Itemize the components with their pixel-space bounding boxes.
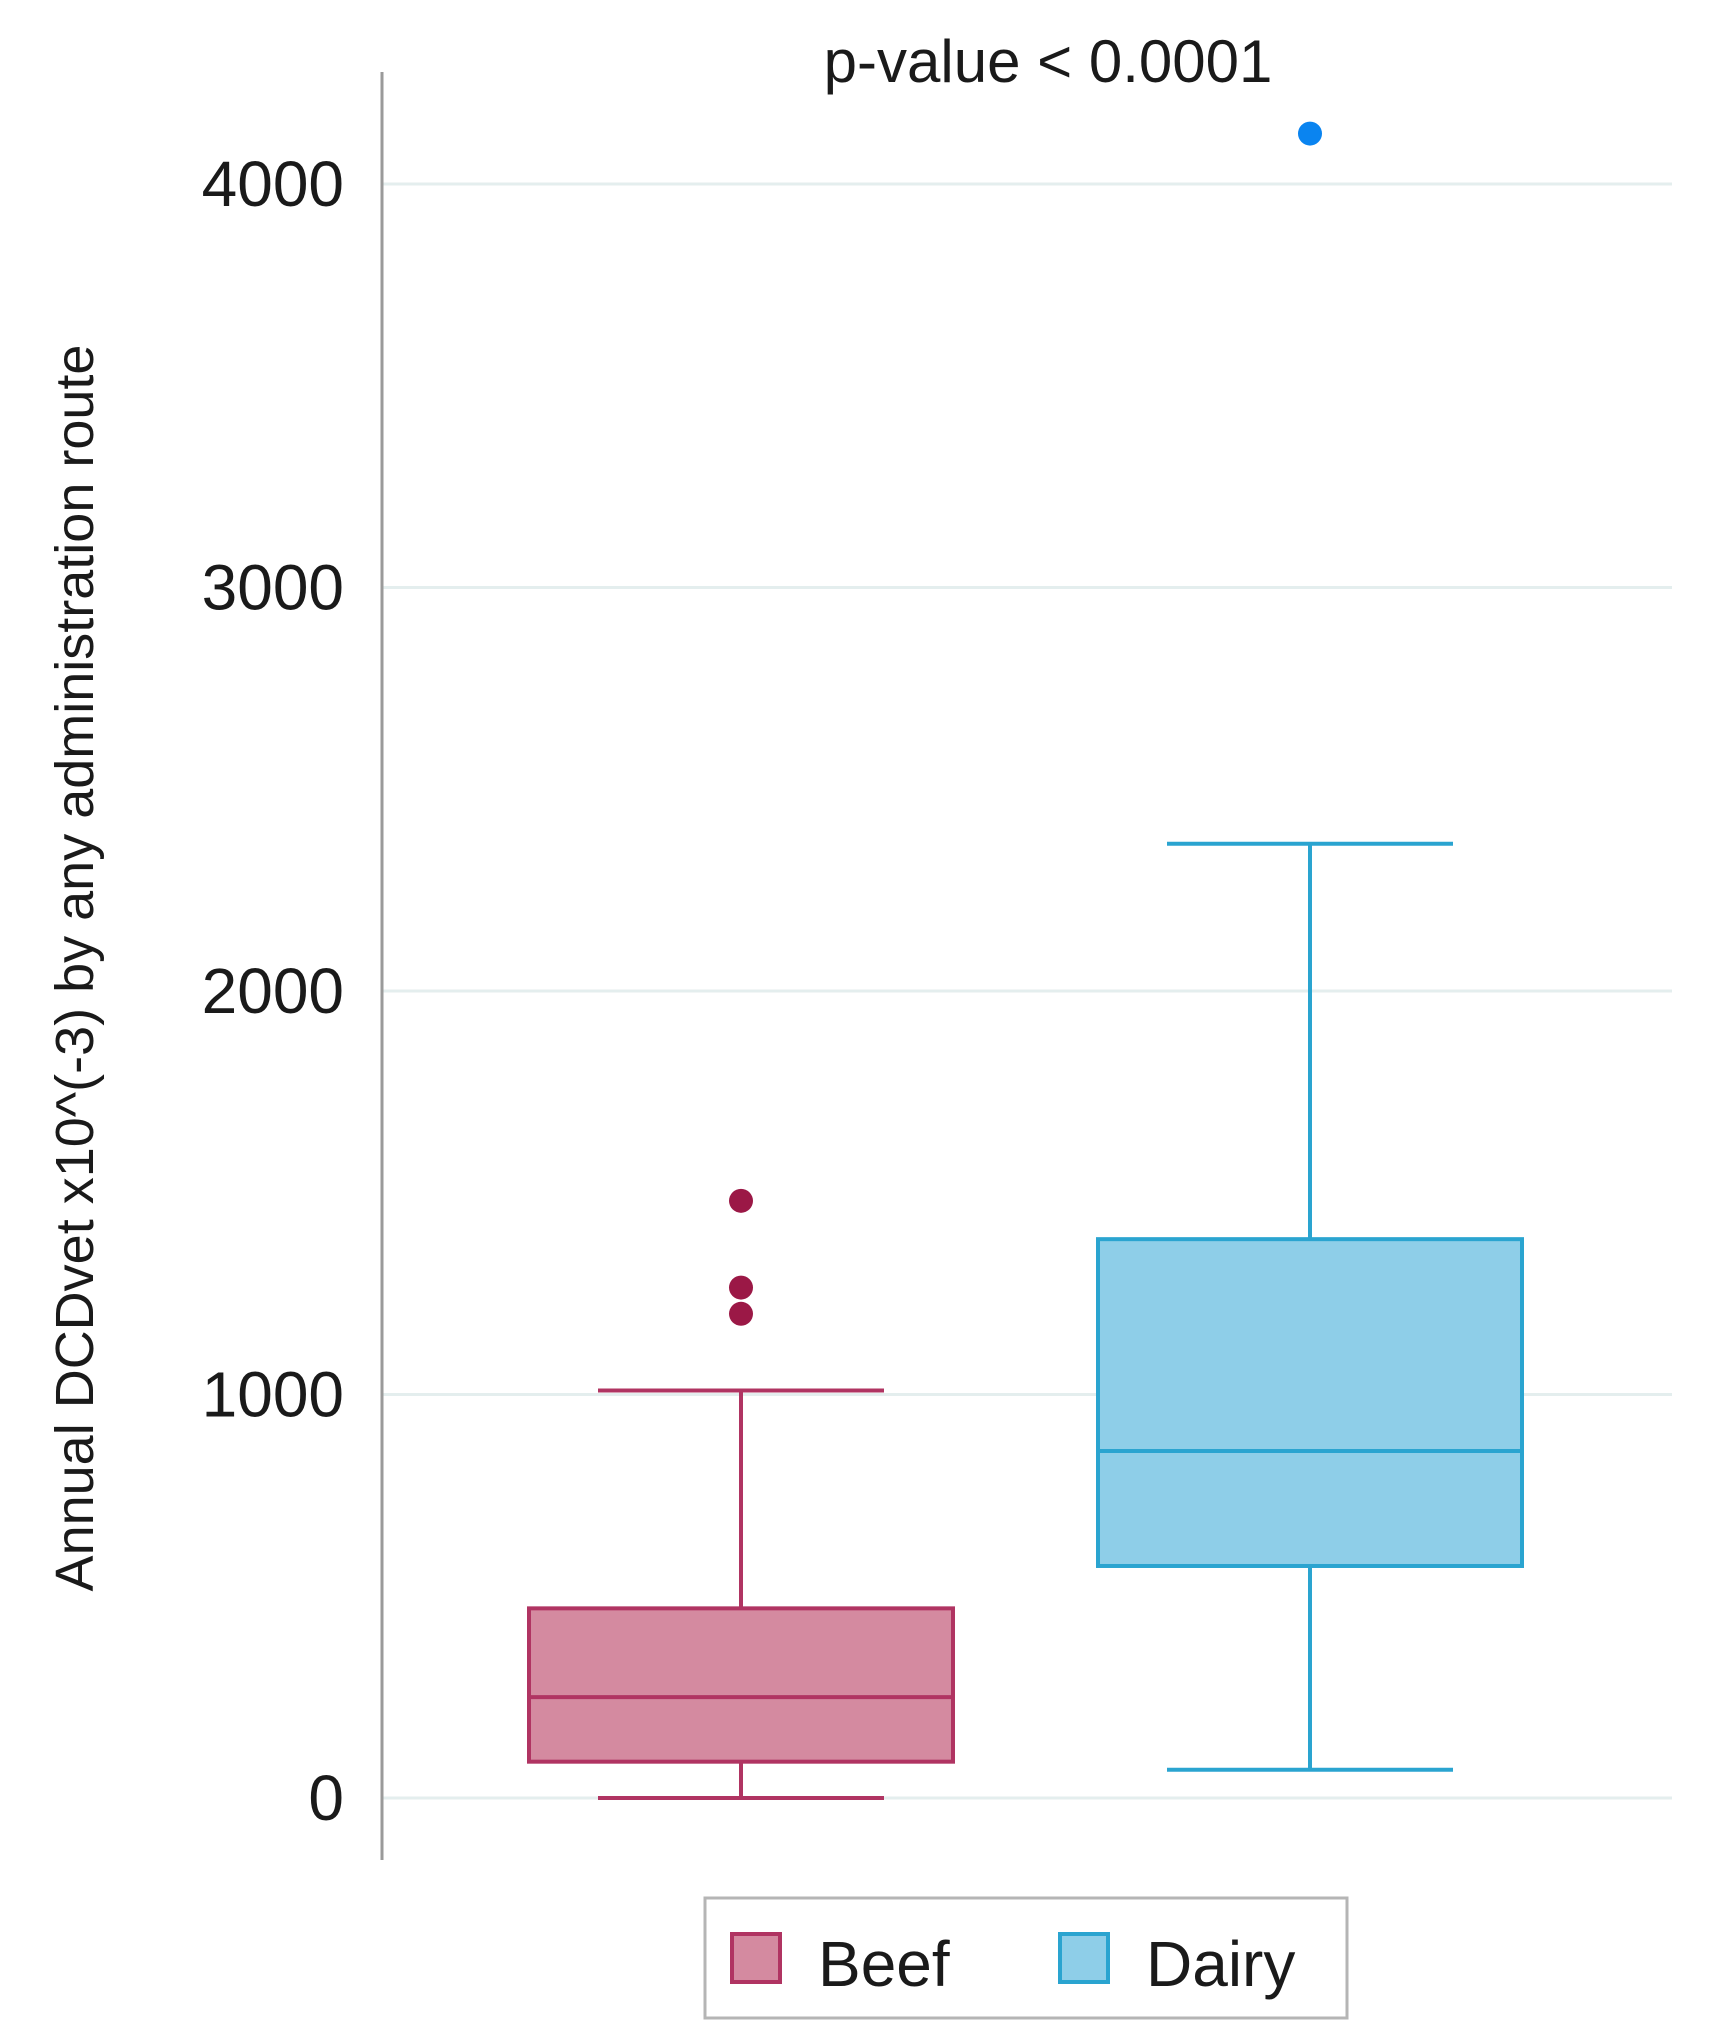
y-tick-label-3000: 3000: [202, 552, 344, 624]
legend-label-dairy: Dairy: [1146, 1928, 1295, 2000]
y-axis-label: Annual DCDvet x10^(-3) by any administra…: [45, 345, 105, 1592]
legend: Beef Dairy: [703, 1896, 1349, 2020]
legend-swatch-dairy: [1058, 1932, 1110, 1984]
legend-label-beef: Beef: [818, 1928, 950, 2000]
iqr-box: [527, 1606, 955, 1764]
legend-swatch-beef: [730, 1932, 782, 1984]
outlier-point: [729, 1188, 753, 1213]
y-tick-label-0: 0: [308, 1762, 344, 1834]
box-series: [527, 121, 1524, 1800]
outlier-point: [729, 1301, 753, 1326]
legend-frame: [703, 1896, 1349, 2020]
y-tick-label-1000: 1000: [202, 1359, 344, 1431]
box-beef: [527, 1188, 955, 1800]
p-value-annotation: p-value < 0.0001: [824, 28, 1273, 95]
y-tick-labels: 0 1000 2000 3000 4000: [202, 148, 344, 1834]
y-tick-label-2000: 2000: [202, 955, 344, 1027]
iqr-box: [1096, 1237, 1524, 1568]
outlier-point: [1298, 121, 1322, 146]
box-dairy: [1096, 121, 1524, 1772]
y-tick-label-4000: 4000: [202, 148, 344, 220]
outlier-point: [729, 1275, 753, 1300]
